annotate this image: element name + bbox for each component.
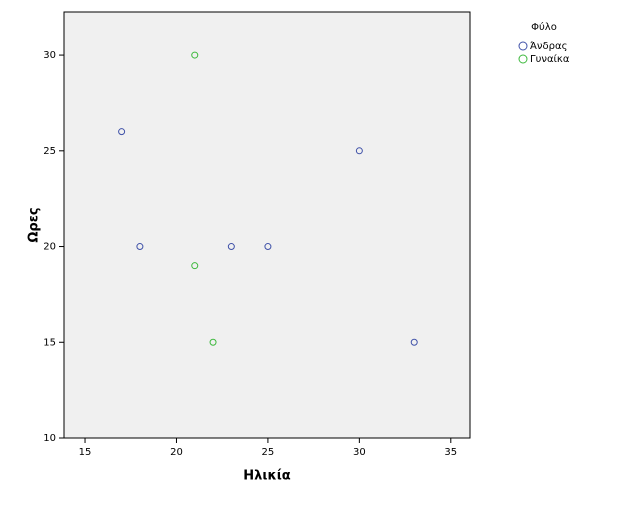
point — [191, 51, 199, 59]
legend-marker — [518, 54, 528, 64]
y-tick-label: 15 — [43, 337, 56, 348]
x-tick-label: 15 — [79, 447, 92, 458]
legend-label: Γυναίκα — [530, 53, 570, 65]
plot-area — [63, 11, 471, 439]
point — [227, 243, 235, 251]
y-tick-label: 25 — [43, 146, 56, 157]
point — [209, 338, 217, 346]
y-tick-label: 10 — [43, 433, 56, 444]
x-tick-label: 20 — [170, 447, 183, 458]
point — [136, 243, 144, 251]
y-tick-label: 30 — [43, 50, 56, 61]
point — [355, 147, 363, 155]
x-axis-title: Ηλικία — [243, 469, 290, 484]
legend-marker — [518, 41, 528, 51]
x-tick-label: 30 — [353, 447, 366, 458]
y-axis-title: Ωρες — [27, 207, 42, 242]
point — [191, 262, 199, 270]
point — [410, 338, 418, 346]
point — [264, 243, 272, 251]
legend-label: Άνδρας — [530, 40, 567, 52]
x-tick-label: 35 — [444, 447, 457, 458]
point — [118, 128, 126, 136]
y-tick-label: 20 — [43, 242, 56, 253]
x-tick-label: 25 — [262, 447, 275, 458]
legend-title: Φύλο — [531, 21, 557, 33]
